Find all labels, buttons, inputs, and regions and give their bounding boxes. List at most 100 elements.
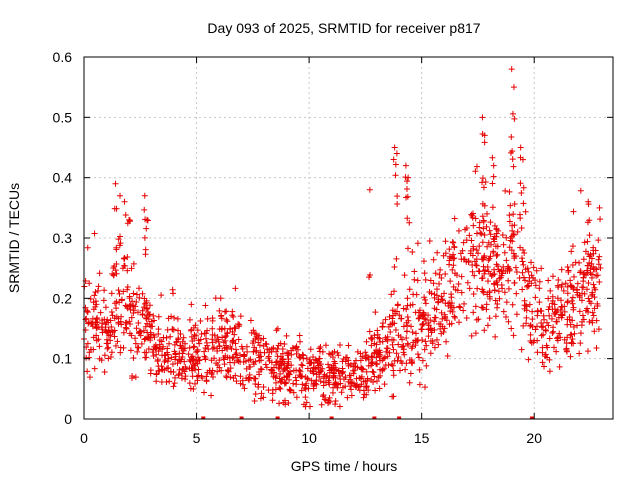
- data-point: [518, 224, 525, 231]
- data-point: [201, 348, 208, 355]
- data-point: [570, 324, 577, 331]
- data-point: [107, 337, 114, 344]
- data-point: [434, 249, 441, 256]
- data-point: [132, 303, 139, 310]
- data-point: [373, 341, 380, 348]
- data-point: [480, 217, 487, 224]
- data-point: [479, 175, 486, 182]
- data-point: [101, 368, 108, 375]
- data-point: [490, 173, 497, 180]
- data-point: [383, 345, 390, 352]
- data-point: [363, 338, 370, 345]
- data-point: [442, 300, 449, 307]
- data-point: [167, 333, 174, 340]
- data-point: [557, 334, 564, 341]
- data-point: [449, 308, 456, 315]
- data-point: [287, 368, 294, 375]
- data-point: [479, 114, 486, 121]
- data-point: [416, 381, 423, 388]
- data-point: [221, 325, 228, 332]
- data-point: [345, 357, 352, 364]
- data-point: [584, 262, 591, 269]
- data-point: [412, 337, 419, 344]
- data-point: [150, 317, 157, 324]
- data-point: [223, 373, 230, 380]
- data-point: [126, 295, 133, 302]
- data-point: [485, 268, 492, 275]
- data-point: [533, 323, 540, 330]
- data-point: [510, 332, 517, 339]
- data-point: [520, 184, 527, 191]
- data-point: [395, 354, 402, 361]
- data-point: [391, 320, 398, 327]
- data-point: [171, 380, 178, 387]
- data-point: [438, 330, 445, 337]
- data-point: [372, 309, 379, 316]
- data-point: [571, 330, 578, 337]
- data-point: [244, 348, 251, 355]
- data-point: [316, 345, 323, 352]
- data-point: [307, 403, 314, 410]
- data-point: [509, 222, 516, 229]
- data-point: [470, 309, 477, 316]
- data-point: [335, 381, 342, 388]
- data-point: [146, 322, 153, 329]
- data-point: [330, 369, 337, 376]
- data-point: [336, 372, 343, 379]
- data-point: [191, 343, 198, 350]
- data-point: [348, 379, 355, 386]
- data-point: [209, 374, 216, 381]
- data-point: [406, 286, 413, 293]
- data-point: [421, 270, 428, 277]
- data-point: [426, 237, 433, 244]
- data-point: [569, 300, 576, 307]
- data-point: [176, 350, 183, 357]
- data-point: [506, 218, 513, 225]
- data-point: [416, 366, 423, 373]
- data-point: [492, 297, 499, 304]
- data-point: [384, 353, 391, 360]
- data-point: [280, 368, 287, 375]
- data-point: [325, 361, 332, 368]
- data-point: [402, 366, 409, 373]
- data-point: [597, 264, 604, 271]
- data-point: [257, 336, 264, 343]
- data-point: [450, 283, 457, 290]
- data-point: [94, 287, 101, 294]
- data-point: [569, 317, 576, 324]
- data-point: [577, 269, 584, 276]
- data-point: [528, 272, 535, 279]
- data-point: [505, 318, 512, 325]
- data-point: [180, 334, 187, 341]
- data-point: [145, 309, 152, 316]
- data-point: [513, 290, 520, 297]
- data-point: [475, 316, 482, 323]
- data-point: [100, 297, 107, 304]
- data-point: [568, 331, 575, 338]
- data-point: [139, 311, 146, 318]
- data-point: [480, 184, 487, 191]
- data-point: [144, 320, 151, 327]
- data-point: [302, 374, 309, 381]
- data-point: [457, 304, 464, 311]
- data-point: [480, 289, 487, 296]
- data-point: [218, 367, 225, 374]
- data-point: [348, 392, 355, 399]
- data-point: [452, 314, 459, 321]
- data-point: [439, 297, 446, 304]
- data-point: [494, 251, 501, 258]
- data-point: [511, 115, 518, 122]
- data-point: [458, 273, 465, 280]
- data-point: [231, 324, 238, 331]
- data-point: [362, 349, 369, 356]
- data-point: [82, 316, 89, 323]
- data-point: [558, 266, 565, 273]
- data-point: [479, 213, 486, 220]
- data-point: [468, 237, 475, 244]
- data-point: [357, 350, 364, 357]
- data-point: [297, 354, 304, 361]
- data-point: [116, 290, 123, 297]
- data-point: [209, 331, 216, 338]
- data-point: [506, 188, 513, 195]
